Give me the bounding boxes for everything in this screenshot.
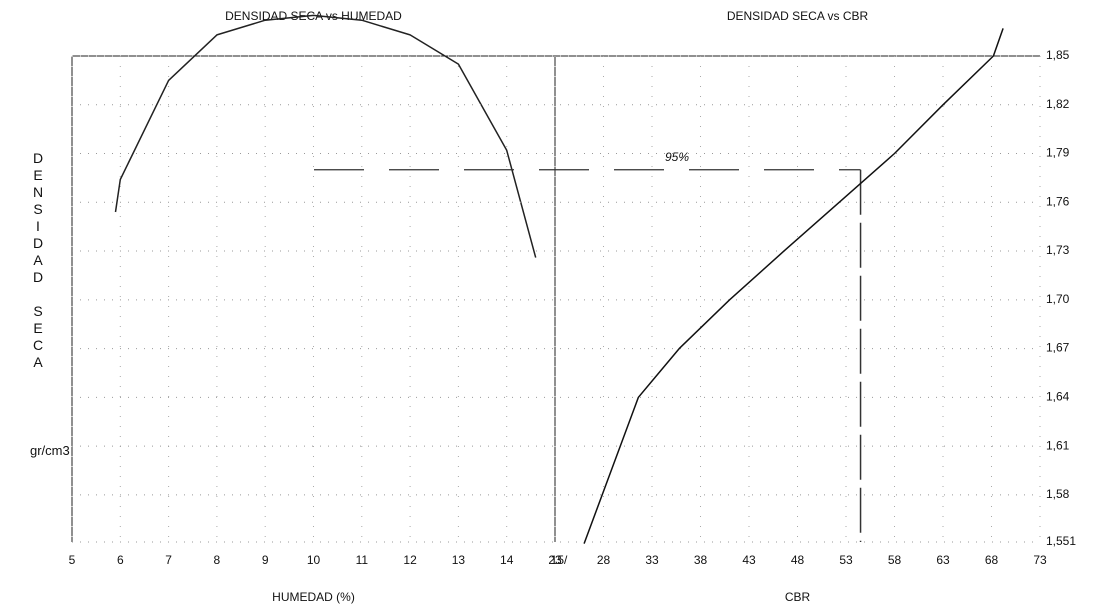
x-tick-label: 48	[791, 553, 805, 567]
x-tick-label: 68	[985, 553, 999, 567]
x-tick-label: 11	[356, 553, 369, 567]
chart-title: DENSIDAD SECA vs CBR	[727, 9, 869, 23]
annotation: 95%	[665, 150, 689, 164]
y-tick-label: 1,58	[1046, 487, 1070, 501]
x-tick-label: 73	[1033, 553, 1047, 567]
chart-title: DENSIDAD SECA vs HUMEDAD	[225, 9, 402, 23]
y-tick-label: 1,64	[1046, 390, 1070, 404]
y-axis-unit: gr/cm3	[30, 443, 70, 458]
x-tick-label: 14	[500, 553, 514, 567]
x-tick-label: 43	[742, 553, 756, 567]
x-axis-title: CBR	[785, 590, 811, 604]
y-tick-label: 1,70	[1046, 292, 1070, 306]
x-tick-label: 23	[548, 553, 562, 567]
x-tick-label: 5	[69, 553, 76, 567]
x-tick-label: 13	[452, 553, 466, 567]
x-tick-label: 6	[117, 553, 124, 567]
y-tick-label: 1,76	[1046, 194, 1070, 208]
curve	[114, 14, 537, 258]
y-axis-title: DENSIDAD SECA	[30, 150, 46, 371]
x-tick-label: 38	[694, 553, 708, 567]
x-tick-label: 15/	[551, 553, 568, 567]
curve	[583, 28, 1004, 544]
y-tick-label: 1,67	[1046, 341, 1070, 355]
x-tick-label: 28	[597, 553, 611, 567]
y-tick-label: 1,79	[1046, 146, 1070, 160]
y-tick-label: 1,73	[1046, 243, 1070, 257]
x-axis-title: HUMEDAD (%)	[272, 590, 355, 604]
x-tick-label: 53	[839, 553, 853, 567]
y-tick-label: 1,85	[1046, 48, 1070, 62]
y-tick-label: 1,551	[1046, 534, 1076, 548]
x-tick-label: 7	[165, 553, 172, 567]
x-tick-label: 63	[936, 553, 950, 567]
x-tick-label: 33	[645, 553, 659, 567]
x-tick-label: 12	[403, 553, 417, 567]
x-tick-label: 58	[888, 553, 902, 567]
x-tick-label: 8	[214, 553, 221, 567]
y-tick-label: 1,82	[1046, 97, 1070, 111]
x-tick-label: 10	[307, 553, 321, 567]
y-tick-label: 1,61	[1046, 438, 1070, 452]
x-tick-label: 9	[262, 553, 269, 567]
